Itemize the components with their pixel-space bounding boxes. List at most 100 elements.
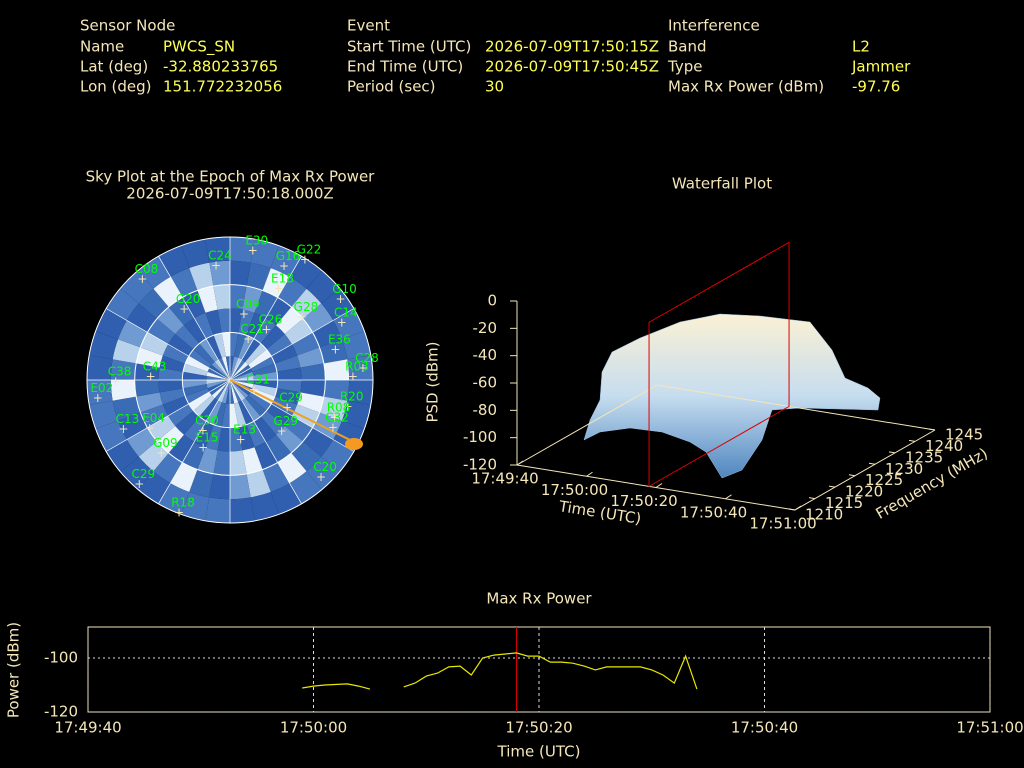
sky-cell: [238, 309, 255, 336]
sky-cell: [182, 380, 207, 389]
sky-cell: [230, 380, 235, 404]
back-edge: [656, 384, 936, 431]
sky-cell: [188, 391, 212, 411]
satellite-marker: +: [111, 374, 121, 388]
sky-cell: [323, 380, 350, 401]
satellite-marker: +: [279, 259, 289, 273]
x-tick-label: 17:51:00: [749, 515, 816, 533]
x-tick-label: 17:50:00: [280, 719, 347, 737]
sky-cell: [230, 284, 247, 310]
sky-cell: [277, 276, 307, 307]
satellite-marker: +: [156, 446, 166, 460]
satellite-marker: +: [358, 361, 368, 375]
sky-cell: [217, 308, 230, 334]
satellite-label: C30: [195, 413, 219, 427]
sky-cell: [248, 349, 272, 369]
sky-cell: [347, 380, 373, 405]
sky-cell: [206, 375, 230, 380]
y-tick-label: 1225: [865, 471, 903, 489]
section-title: Event: [347, 17, 390, 35]
sky-cell: [205, 424, 222, 451]
sky-cell: [126, 427, 157, 457]
y-tick-label: 1240: [925, 437, 963, 455]
sky-cell: [213, 284, 230, 310]
sky-cell: [136, 392, 163, 413]
power-line: [302, 652, 698, 690]
field-value: -97.76: [852, 78, 900, 96]
satellite-label: C21: [240, 322, 264, 336]
x-tick-label: 17:50:20: [505, 719, 572, 737]
sky-cell: [276, 426, 303, 453]
y-tick-label: -120: [44, 703, 78, 721]
satellite-label: C29: [279, 390, 303, 404]
sky-cell: [112, 396, 141, 421]
sky-cell: [193, 395, 215, 417]
sky-cell: [246, 421, 266, 448]
satellite-label: C31: [246, 373, 270, 387]
sky-cell: [138, 441, 169, 472]
sky-cell: [213, 402, 226, 427]
y-tick-label: 1220: [845, 483, 883, 501]
satellite-marker: +: [337, 316, 347, 330]
sky-cell: [253, 371, 278, 380]
sky-cell: [230, 380, 251, 396]
azimuth-spoke: [229, 308, 355, 381]
sky-cell: [323, 359, 350, 380]
sky-cell: [120, 270, 154, 304]
sky-cell: [242, 286, 263, 313]
sky-cell: [168, 334, 194, 357]
sky-cell: [230, 359, 246, 380]
sky-cell: [206, 400, 222, 425]
sky-cell: [181, 239, 210, 268]
sky-cell: [230, 260, 251, 287]
satellite-marker: +: [277, 424, 287, 438]
sky-cell: [110, 380, 137, 401]
satellite-marker: +: [330, 342, 340, 356]
satellite-label: G22: [297, 243, 322, 257]
sky-cell: [221, 332, 230, 357]
satellite-marker: +: [198, 423, 208, 437]
azimuth-spoke: [229, 255, 302, 381]
satellite-label: C08: [135, 262, 159, 276]
y-tick: [868, 462, 876, 465]
sky-cell: [252, 384, 277, 397]
sky-cell: [291, 441, 322, 472]
satellite-marker: +: [243, 332, 253, 346]
azimuth-spoke: [229, 379, 302, 505]
sky-cell: [162, 396, 189, 416]
sky-cell: [291, 288, 322, 319]
sky-cell: [276, 307, 303, 334]
x-tick: [655, 483, 663, 488]
sky-cell: [159, 355, 186, 372]
sky-cell: [230, 332, 239, 357]
sky-cell: [238, 400, 254, 425]
sky-cell: [297, 347, 324, 368]
sky-cell: [238, 335, 254, 360]
satellite-marker: +: [145, 421, 155, 435]
sky-cell: [230, 361, 249, 380]
sky-cell: [262, 462, 290, 492]
sky-cell: [319, 339, 348, 364]
sky-cell: [347, 355, 373, 380]
chart-title: Max Rx Power: [486, 590, 592, 608]
sky-cell: [197, 447, 218, 474]
satellite-label: G09: [153, 436, 178, 450]
field-label: Max Rx Power (dBm): [668, 78, 824, 96]
satellite-label: C09: [236, 297, 260, 311]
satellite-marker: +: [336, 292, 346, 306]
field-label: Lat (deg): [80, 58, 148, 76]
satellite-marker: +: [198, 440, 208, 454]
field-value: -32.880233765: [163, 58, 278, 76]
sky-cell: [214, 380, 230, 401]
sky-cell: [253, 416, 276, 442]
sky-cell: [253, 318, 276, 344]
sky-cell: [230, 356, 239, 380]
sky-cell: [170, 268, 198, 298]
chart-subtitle: 2026-07-09T17:50:18.000Z: [126, 185, 333, 203]
y-tick: [788, 508, 796, 511]
sky-cell: [297, 392, 324, 413]
y-axis-label: Power (dBm): [5, 622, 23, 718]
chart-title: Waterfall Plot: [672, 175, 772, 193]
azimuth-spoke: [229, 379, 355, 452]
z-tick-label: -120: [463, 456, 497, 474]
